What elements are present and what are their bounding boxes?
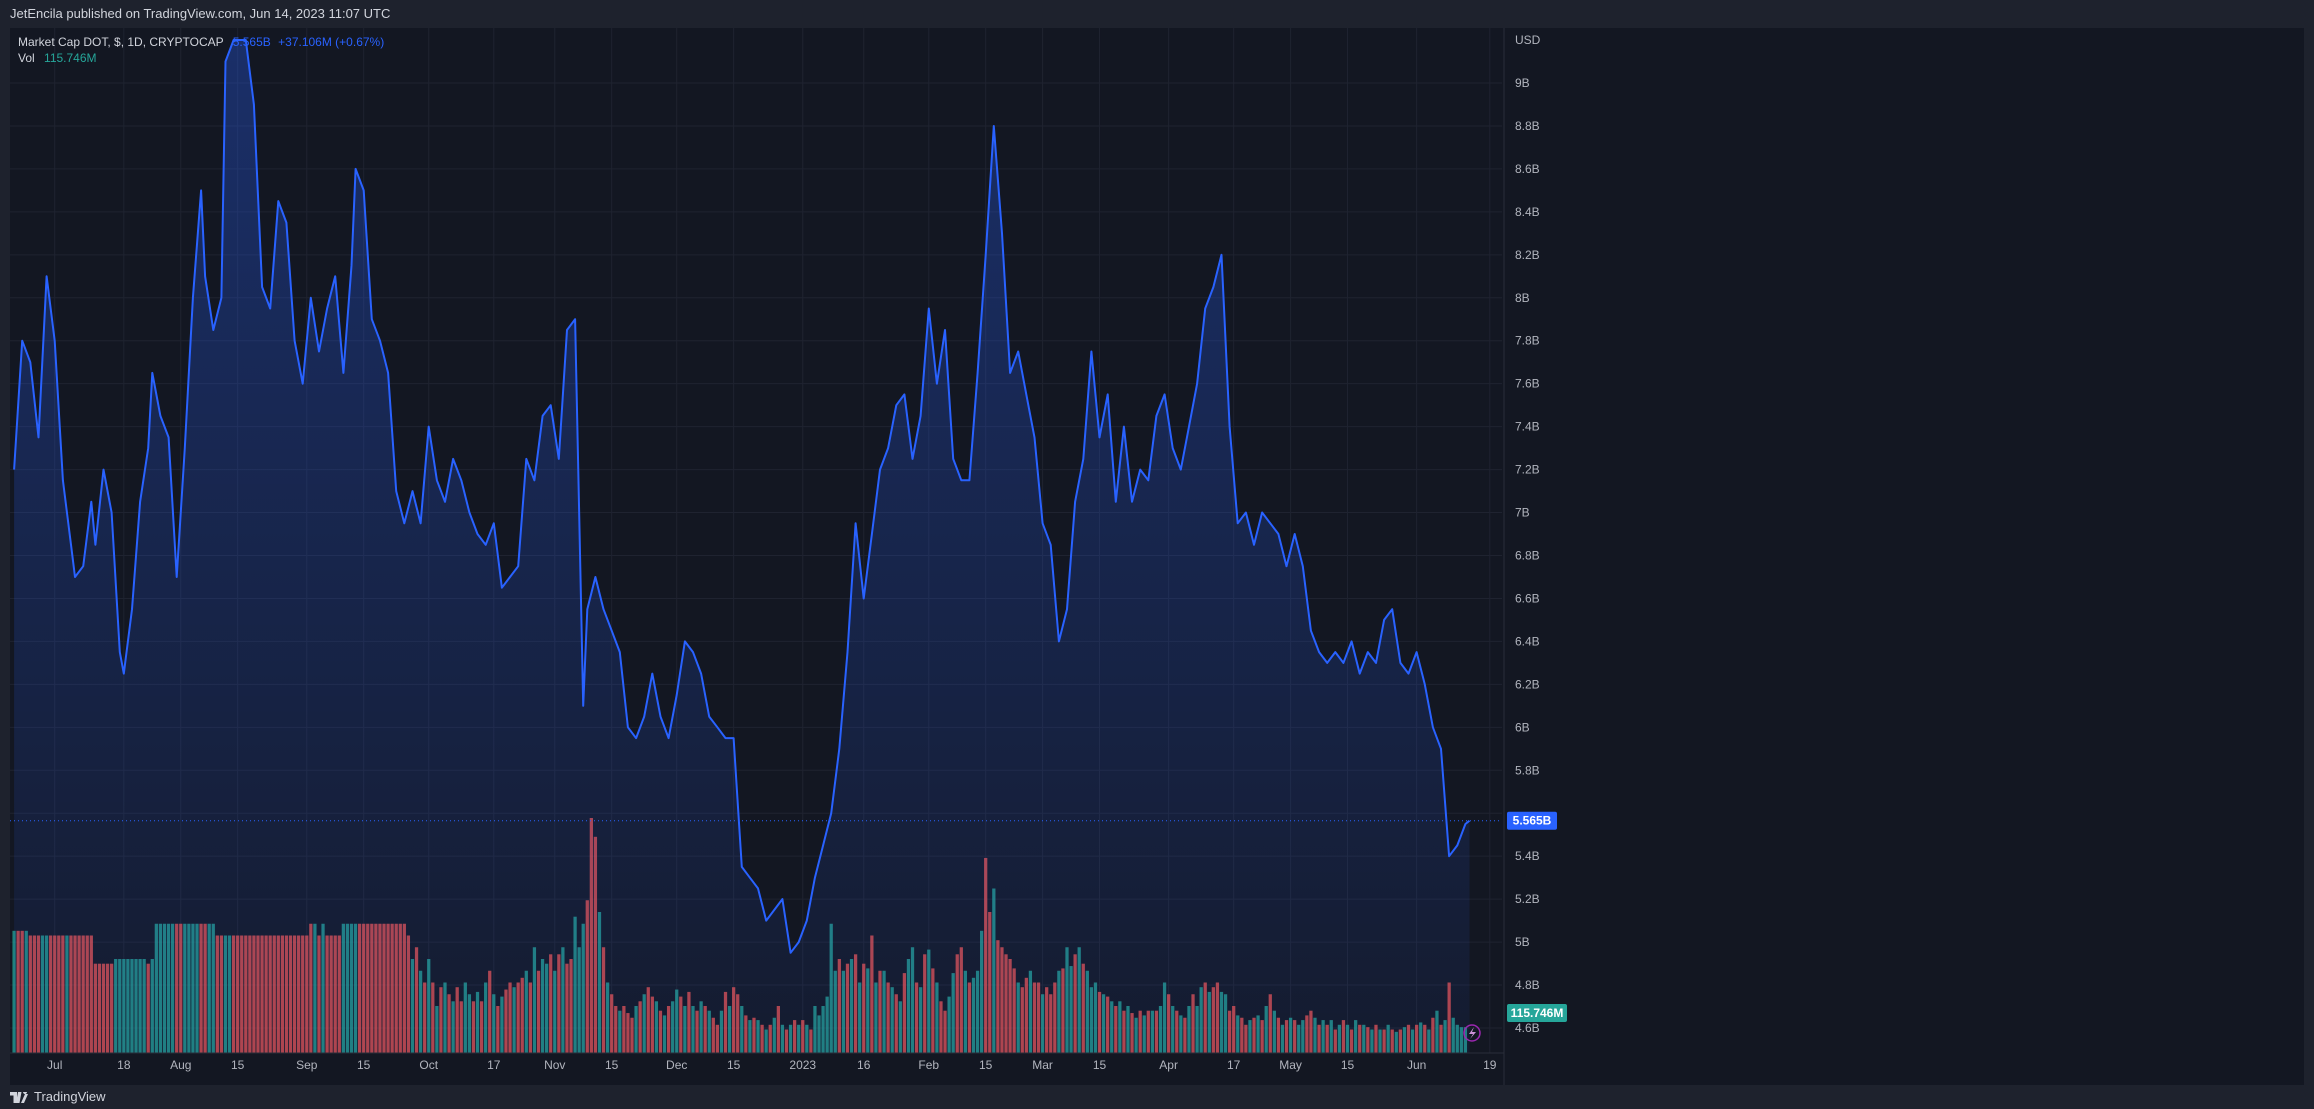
y-tick-label: 6B: [1515, 720, 1530, 734]
currency-label: USD: [1515, 33, 1541, 47]
chart-area[interactable]: USD 9B 8.8B 8.6B 8.4B 8.2B 8B 7.8B 7.6B 7.4B 7.2B 7…: [10, 28, 2304, 1085]
x-tick-label: 15: [605, 1058, 619, 1072]
y-tick-label: 5.8B: [1515, 763, 1540, 777]
y-tick-label: 5B: [1515, 935, 1530, 949]
x-tick-label: 16: [857, 1058, 871, 1072]
x-tick-label: Jun: [1407, 1058, 1426, 1072]
tradingview-logo-icon: [10, 1092, 28, 1103]
x-tick-label: 18: [117, 1058, 131, 1072]
volume-bar: [12, 930, 16, 1053]
replay-lightning-icon[interactable]: [1463, 1024, 1481, 1042]
y-tick-label: 8.2B: [1515, 248, 1540, 262]
legend-last-value: 5.565B: [232, 35, 271, 49]
y-tick-label: 7B: [1515, 506, 1530, 520]
y-tick-label: 7.8B: [1515, 334, 1540, 348]
x-tick-label: 15: [1093, 1058, 1107, 1072]
x-tick-label: Aug: [170, 1058, 191, 1072]
y-tick-label: 6.8B: [1515, 549, 1540, 563]
y-tick-label: 7.2B: [1515, 463, 1540, 477]
y-tick-label: 8B: [1515, 291, 1530, 305]
y-tick-label: 4.6B: [1515, 1021, 1540, 1035]
x-tick-label: Mar: [1032, 1058, 1053, 1072]
x-tick-label: 15: [727, 1058, 741, 1072]
last-price-badge: [1507, 811, 1557, 830]
publish-header: JetEncila published on TradingView.com, …: [0, 0, 2314, 28]
y-tick-label: 6.6B: [1515, 591, 1540, 605]
x-tick-label: Jul: [47, 1058, 62, 1072]
last-price-label: 5.565B: [1513, 814, 1552, 828]
y-tick-label: 7.4B: [1515, 420, 1540, 434]
x-tick-label: May: [1279, 1058, 1302, 1072]
x-tick-label: Oct: [419, 1058, 438, 1072]
x-tick-label: 17: [1227, 1058, 1241, 1072]
y-tick-label: 4.8B: [1515, 978, 1540, 992]
price-area: [14, 40, 1470, 1053]
x-tick-label: Sep: [296, 1058, 318, 1072]
legend-volume-label[interactable]: Vol: [18, 51, 35, 65]
legend-change: +37.106M (+0.67%): [278, 35, 385, 49]
x-tick-label: 15: [231, 1058, 245, 1072]
lightning-glyph-icon: [1469, 1027, 1476, 1039]
footer-brand[interactable]: TradingView: [34, 1089, 106, 1104]
x-tick-label: 15: [979, 1058, 993, 1072]
x-tick-label: 19: [1483, 1058, 1497, 1072]
last-volume-label: 115.746M: [1511, 1006, 1564, 1020]
y-tick-label: 8.6B: [1515, 162, 1540, 176]
y-tick-label: 6.2B: [1515, 677, 1540, 691]
x-tick-label: 17: [487, 1058, 501, 1072]
legend-main-row: Market Cap DOT, $, 1D, CRYPTOCAP 5.565B …: [18, 34, 384, 50]
y-tick-label: 8.4B: [1515, 205, 1540, 219]
y-tick-label: 6.4B: [1515, 634, 1540, 648]
legend-volume-value: 115.746M: [44, 51, 97, 65]
last-volume-badge: [1507, 1004, 1567, 1022]
footer-bar: TradingView: [0, 1085, 2314, 1109]
x-tick-label: Feb: [918, 1058, 939, 1072]
price-chart[interactable]: USD 9B 8.8B 8.6B 8.4B 8.2B 8B 7.8B 7.6B 7.4B 7.2B 7…: [10, 28, 2304, 1085]
legend-symbol[interactable]: Market Cap DOT, $, 1D, CRYPTOCAP: [18, 35, 224, 49]
x-tick-label: 15: [357, 1058, 371, 1072]
x-tick-label: 15: [1341, 1058, 1355, 1072]
x-tick-label: Apr: [1159, 1058, 1178, 1072]
y-tick-label: 9B: [1515, 76, 1530, 90]
x-tick-label: 2023: [789, 1058, 816, 1072]
publish-info: JetEncila published on TradingView.com, …: [10, 6, 391, 21]
y-tick-label: 5.2B: [1515, 892, 1540, 906]
y-tick-label: 8.8B: [1515, 119, 1540, 133]
y-tick-label: 7.6B: [1515, 377, 1540, 391]
chart-legend: Market Cap DOT, $, 1D, CRYPTOCAP 5.565B …: [18, 34, 384, 66]
x-tick-label: Dec: [666, 1058, 687, 1072]
legend-volume-row: Vol 115.746M: [18, 50, 384, 66]
price-line: [13, 39, 1471, 954]
y-tick-label: 5.4B: [1515, 849, 1540, 863]
x-tick-label: Nov: [544, 1058, 565, 1072]
